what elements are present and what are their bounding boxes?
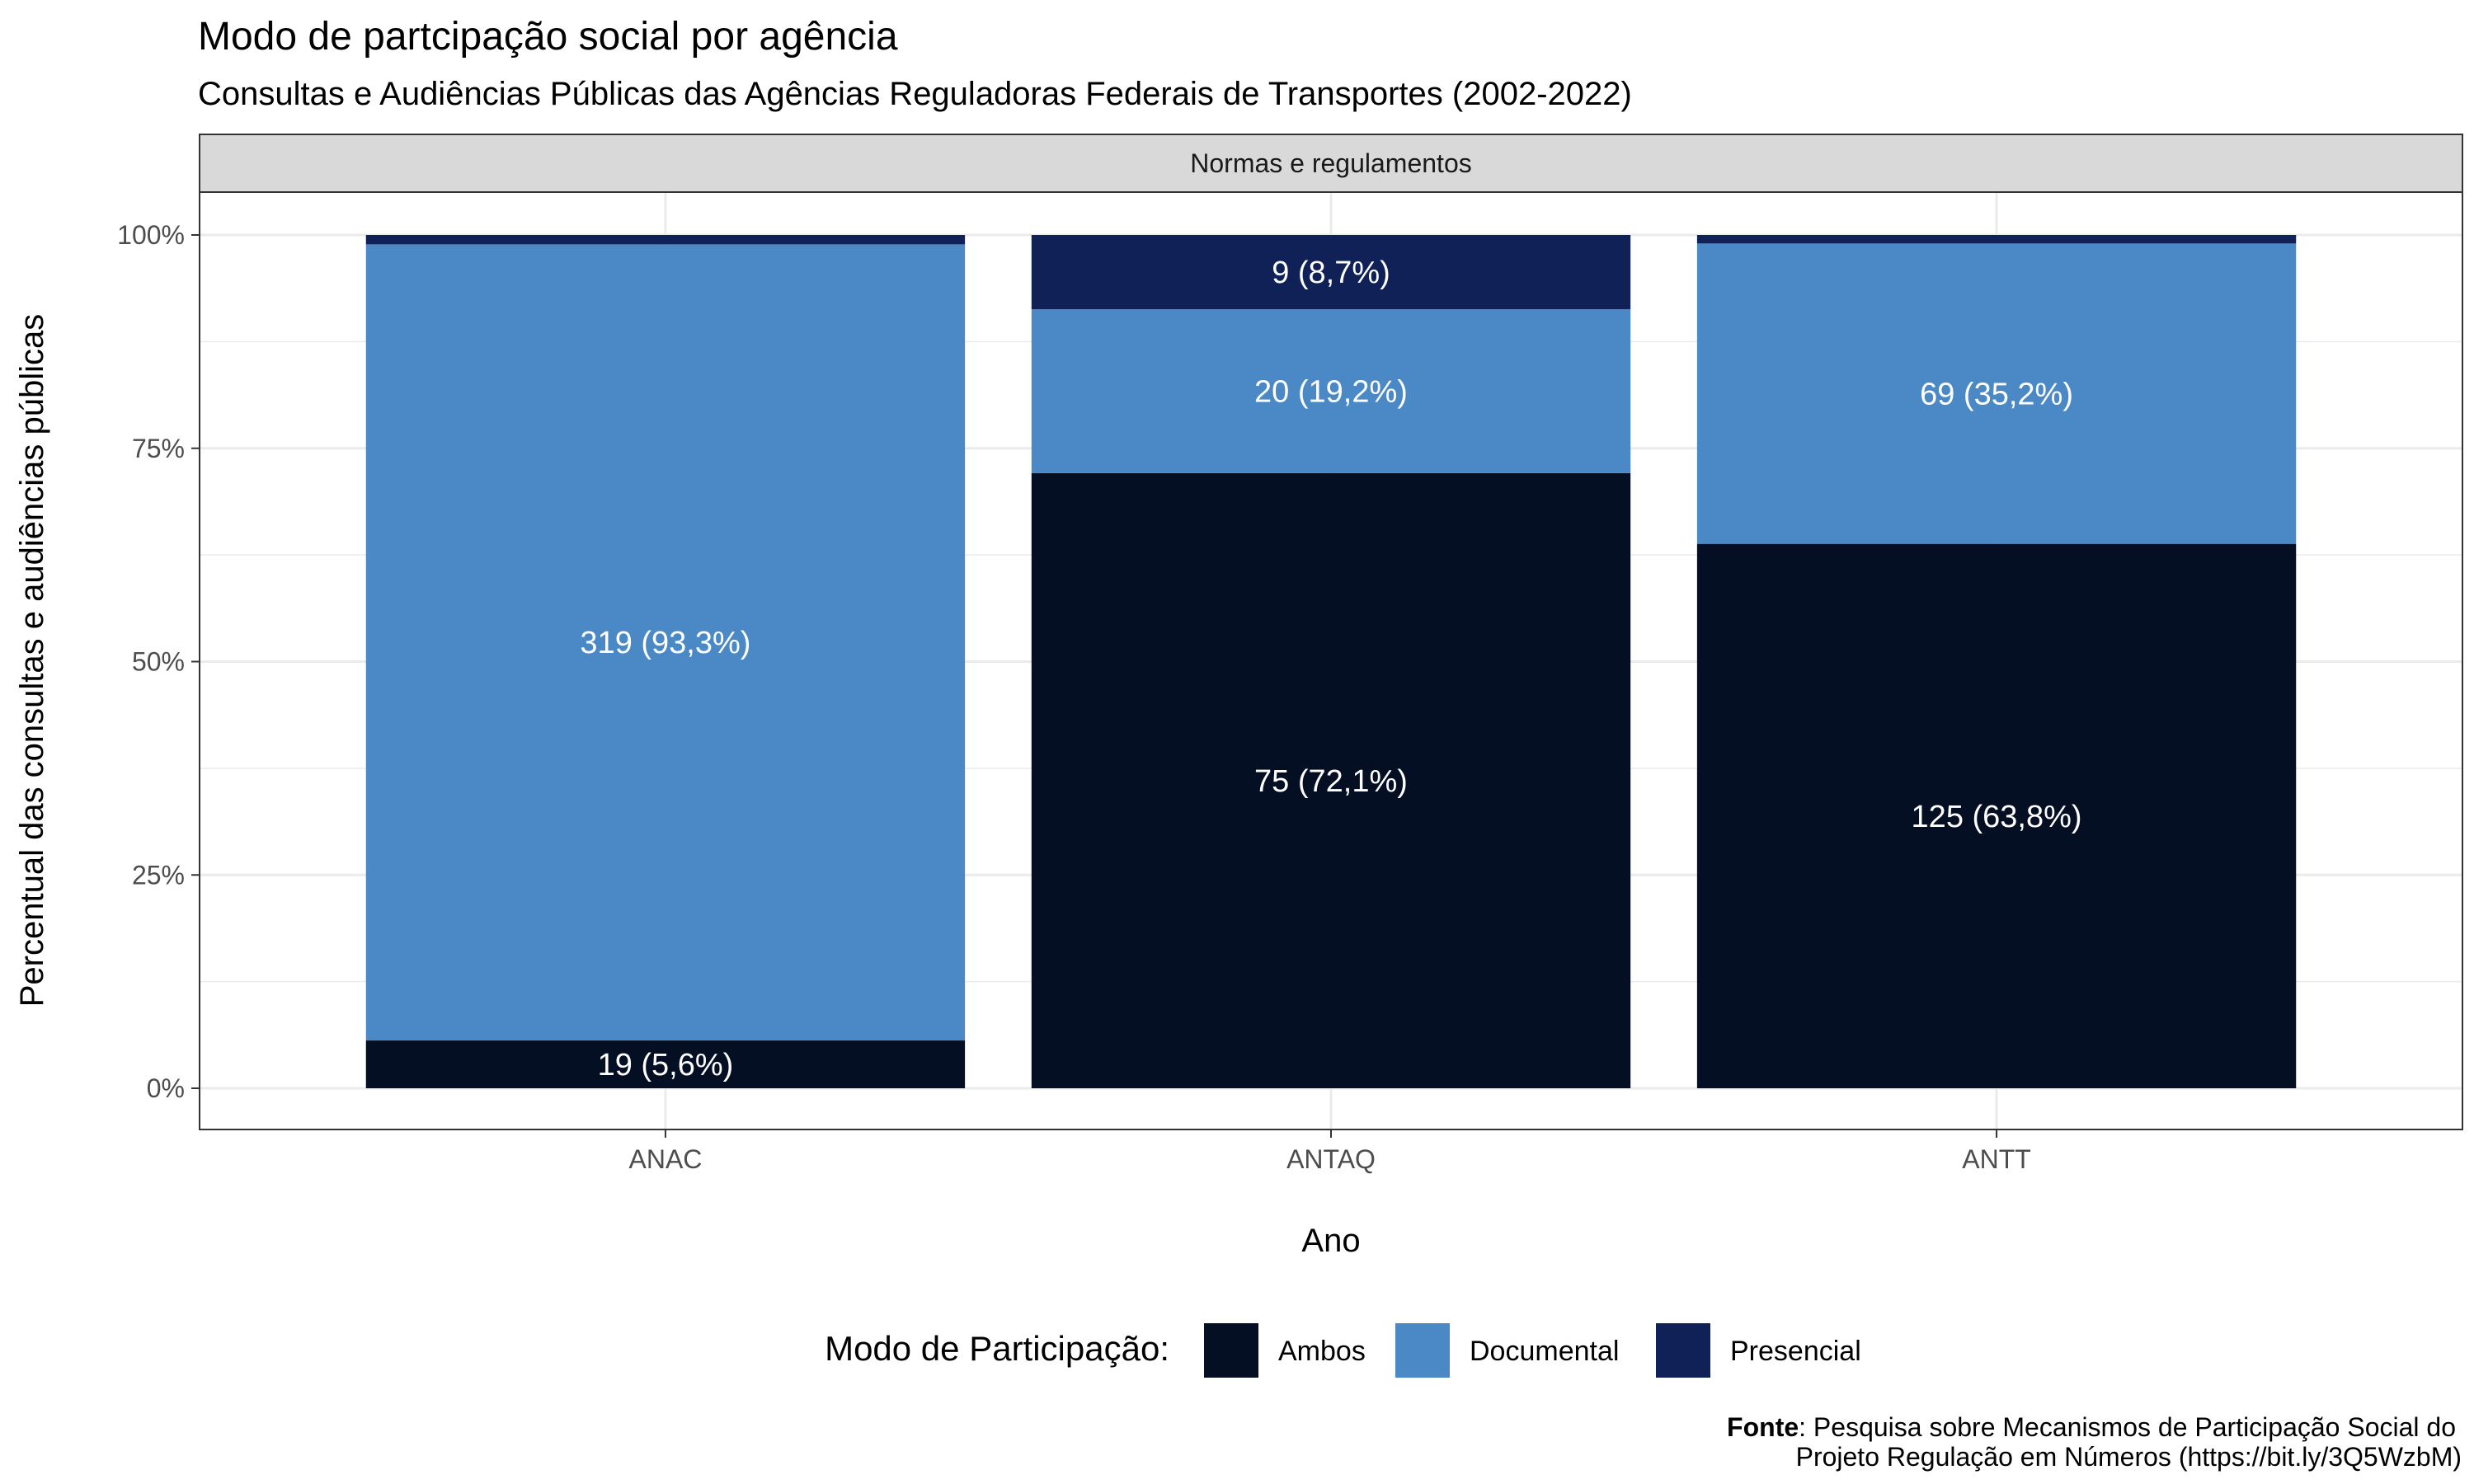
legend-label-ambos: Ambos: [1278, 1336, 1366, 1367]
legend-label-documental: Documental: [1470, 1336, 1619, 1367]
chart-title: Modo de partcipação social por agência: [198, 15, 898, 59]
y-tick-label: 0%: [147, 1073, 185, 1103]
bar-segment-presencial: [1031, 235, 1631, 310]
x-axis: ANAC ANTAQ ANTT: [628, 1129, 2031, 1174]
bar-data-label: 319 (93,3%): [580, 626, 750, 660]
y-tick-label: 100%: [117, 220, 185, 250]
legend-key-presencial: [1656, 1323, 1710, 1378]
bar-segment-documental: [365, 244, 966, 1041]
bar-segment-presencial: [365, 235, 966, 245]
facet-label: Normas e regulamentos: [1190, 148, 1471, 178]
bar-labels: 19 (5,6%) 319 (93,3%) 75 (72,1%) 20 (19,2%)…: [580, 256, 2081, 1082]
x-tick-label: ANTAQ: [1286, 1144, 1376, 1174]
bar-segment-ambos: [365, 1040, 966, 1088]
caption-line-1: Fonte: Pesquisa sobre Mecanismos de Part…: [1727, 1412, 2456, 1442]
legend-key-documental: [1395, 1323, 1450, 1378]
caption-line-2: Projeto Regulação em Números (https://bi…: [1796, 1442, 2462, 1472]
y-tick-label: 50%: [132, 647, 185, 677]
bar-data-label: 9 (8,7%): [1272, 256, 1390, 290]
bar-segment-documental: [1696, 243, 2297, 544]
legend-label-presencial: Presencial: [1730, 1336, 1861, 1367]
caption-bold: Fonte: [1727, 1412, 1799, 1442]
bar-segment-presencial: [1696, 235, 2297, 244]
bar-data-label: 69 (35,2%): [1920, 378, 2073, 412]
x-tick-label: ANAC: [628, 1144, 702, 1174]
bar-segment-ambos: [1696, 543, 2297, 1088]
bars: [365, 235, 2297, 1088]
bar-data-label: 20 (19,2%): [1254, 374, 1408, 409]
legend-key-ambos: [1204, 1323, 1258, 1378]
facet-strip: [199, 134, 2463, 193]
y-tick-label: 75%: [132, 434, 185, 463]
bar-segment-ambos: [1031, 472, 1631, 1088]
y-axis: 0% 25% 50% 75% 100%: [117, 220, 200, 1103]
y-axis-title: Percentual das consultas e audiências pú…: [14, 314, 50, 1007]
bar-data-label: 19 (5,6%): [598, 1048, 734, 1082]
legend: Modo de Participação: Ambos Documental Pre…: [825, 1323, 1861, 1378]
legend-title: Modo de Participação:: [825, 1329, 1169, 1368]
bar-data-label: 125 (63,8%): [1912, 800, 2082, 834]
caption-text: : Pesquisa sobre Mecanismos de Participa…: [1799, 1412, 2456, 1442]
y-tick-label: 25%: [132, 860, 185, 890]
bar-segment-documental: [1031, 309, 1631, 473]
chart-subtitle: Consultas e Audiências Públicas das Agên…: [198, 76, 1632, 112]
x-tick-label: ANTT: [1962, 1144, 2031, 1174]
bar-data-label: 75 (72,1%): [1254, 764, 1408, 799]
x-axis-title: Ano: [1301, 1223, 1360, 1259]
